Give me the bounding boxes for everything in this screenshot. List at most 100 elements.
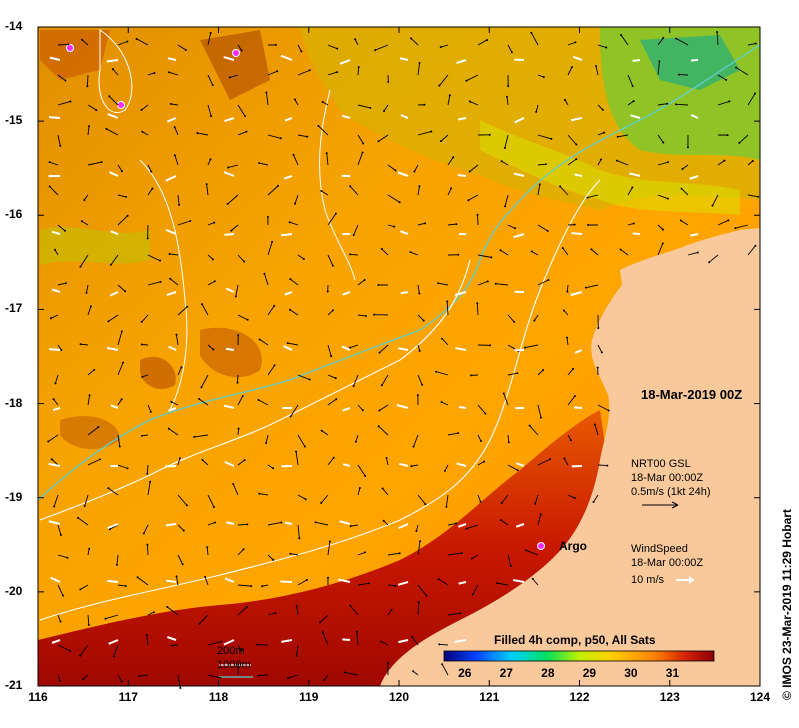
current-vector-head — [509, 565, 512, 568]
current-vector — [117, 464, 128, 469]
current-vector — [383, 104, 389, 112]
current-vector — [141, 344, 149, 346]
current-vector-head — [381, 487, 384, 490]
current-vector — [237, 644, 242, 651]
current-vector — [57, 554, 68, 559]
current-vector — [327, 374, 336, 379]
current-vector-head — [276, 70, 279, 73]
current-vector-head — [711, 204, 714, 207]
wind-vector — [455, 347, 467, 351]
current-vector — [507, 314, 515, 323]
wind-vector — [338, 578, 351, 583]
wind-vector — [398, 462, 409, 467]
current-vector-head — [513, 320, 516, 323]
current-vector — [177, 524, 185, 531]
current-vector — [177, 194, 180, 205]
current-vector-head — [380, 384, 383, 387]
current-vector — [439, 643, 449, 646]
current-vector — [117, 584, 126, 587]
current-vector-head — [292, 153, 295, 156]
current-vector-head — [352, 385, 355, 388]
wind-vector — [165, 175, 177, 182]
current-vector-head — [476, 213, 479, 216]
current-vector — [297, 579, 308, 586]
wind-vector — [339, 520, 351, 525]
wind-vector — [109, 171, 119, 177]
current-vector-head — [355, 630, 358, 633]
current-vector-head — [334, 377, 337, 380]
current-vector-head — [140, 343, 143, 346]
current-vector — [566, 337, 569, 346]
current-vector-head — [204, 575, 207, 578]
current-vector-head — [723, 159, 726, 162]
current-vector — [597, 132, 605, 136]
current-vector-head — [757, 195, 760, 198]
current-vector-head — [193, 435, 196, 438]
current-vector — [139, 674, 149, 677]
current-vector-head — [181, 563, 184, 566]
current-vector-head — [573, 223, 576, 226]
current-vector — [267, 70, 278, 76]
current-vector-head — [368, 582, 371, 585]
current-vector — [237, 428, 240, 436]
current-vector — [593, 494, 599, 503]
current-vector-head — [293, 202, 296, 205]
current-vector — [197, 132, 209, 136]
current-vector — [379, 344, 389, 353]
current-vector — [77, 517, 89, 526]
current-vector — [563, 458, 569, 466]
current-vector — [417, 374, 423, 386]
current-vector-head — [108, 95, 111, 98]
current-vector — [327, 457, 335, 466]
current-vector — [327, 398, 337, 406]
current-vector — [319, 614, 329, 623]
current-vector-head — [110, 263, 113, 266]
current-vector-head — [358, 487, 361, 490]
current-vector — [417, 584, 427, 596]
current-vector — [353, 224, 359, 236]
current-vector-head — [393, 225, 396, 228]
current-vector-head — [273, 304, 276, 307]
current-vector-head — [507, 441, 510, 444]
current-vector — [87, 161, 102, 166]
current-vector-head — [409, 251, 412, 254]
current-vector — [201, 374, 209, 388]
current-vector-head — [219, 676, 222, 679]
current-vector — [597, 159, 602, 166]
current-vector-head — [398, 201, 401, 204]
current-vector — [87, 458, 101, 466]
wind-vector — [110, 230, 119, 235]
current-vector — [531, 251, 539, 256]
current-vector — [383, 520, 389, 526]
current-vector — [417, 62, 420, 76]
current-vector — [109, 524, 119, 530]
current-vector — [380, 641, 389, 646]
current-vector — [87, 614, 90, 625]
axis-ticks — [37, 26, 761, 687]
current-vector-head — [308, 378, 311, 381]
isobath-legend-lines — [219, 664, 253, 678]
current-vector — [657, 37, 664, 46]
wind-vector — [454, 639, 467, 643]
current-vector — [146, 544, 149, 556]
current-vector — [264, 273, 269, 286]
current-vector-head — [257, 674, 260, 677]
current-vector — [501, 494, 509, 504]
current-vector — [295, 451, 299, 466]
wind-vector — [52, 407, 61, 412]
current-vector — [265, 434, 269, 444]
current-vector — [447, 223, 457, 226]
current-vector-head — [126, 40, 129, 43]
current-vector-head — [678, 73, 681, 76]
current-vector-head — [331, 309, 334, 312]
current-vector-head — [500, 501, 503, 504]
current-vector — [106, 128, 119, 136]
wind-vector — [398, 523, 409, 530]
current-vector-head — [289, 415, 292, 418]
current-vector-head — [198, 623, 201, 626]
wind-vector — [629, 172, 641, 177]
current-vector — [717, 219, 729, 226]
current-vector — [441, 338, 449, 346]
current-vector-head — [166, 605, 169, 608]
current-and-wind-vectors — [47, 30, 760, 690]
